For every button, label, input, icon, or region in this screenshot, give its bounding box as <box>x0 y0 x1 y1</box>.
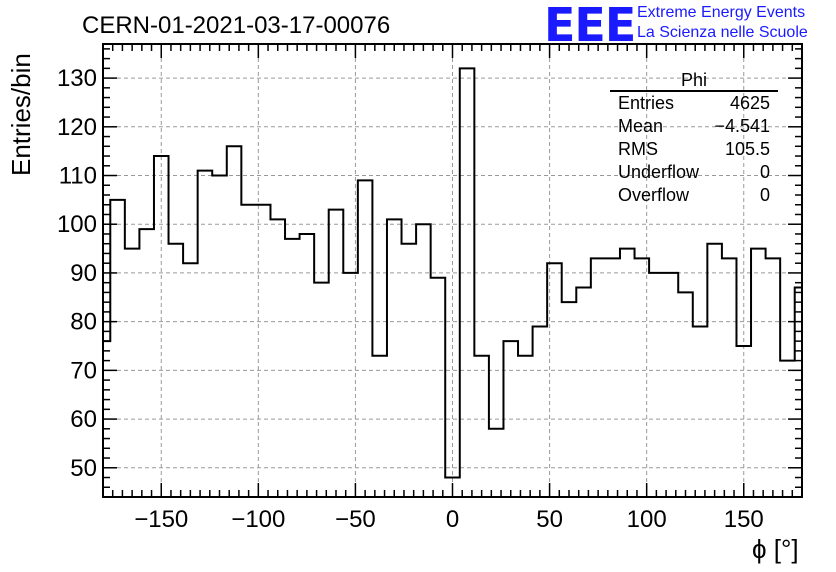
stats-title: Phi <box>610 70 778 92</box>
histogram-bin <box>227 146 242 497</box>
histogram-bin <box>722 258 737 497</box>
histogram-bin <box>212 176 227 497</box>
stats-row-mean: Mean −4.541 <box>610 115 778 138</box>
y-tick-label: 70 <box>70 357 97 384</box>
histogram-bin <box>125 249 140 497</box>
histogram-bin <box>169 244 184 497</box>
histogram-bin <box>445 478 460 497</box>
x-tick-label: 100 <box>627 506 667 533</box>
histogram-bin <box>678 292 693 497</box>
histogram-bin <box>649 273 664 497</box>
y-axis-label: Entries/bin <box>6 53 36 176</box>
histogram-bin <box>503 341 518 497</box>
x-tick-labels: −150 −100 −50 0 50 100 150 <box>134 506 764 533</box>
histogram-bin <box>300 234 315 497</box>
histogram-bin <box>489 429 504 497</box>
y-tick-label: 50 <box>70 455 97 482</box>
stats-value: 0 <box>759 185 770 205</box>
stats-label: Overflow <box>618 185 690 205</box>
histogram-bin <box>372 356 387 497</box>
histogram-bin <box>664 273 679 497</box>
stats-value: −4.541 <box>714 116 770 136</box>
stats-value: 4625 <box>729 93 770 113</box>
histogram-bin <box>402 244 417 497</box>
histogram-bin <box>766 258 781 497</box>
stats-value: 105.5 <box>724 139 770 159</box>
histogram-bin <box>620 249 635 497</box>
histogram-bin <box>241 205 256 497</box>
y-tick-label: 120 <box>57 114 97 141</box>
y-tick-label: 60 <box>70 406 97 433</box>
histogram-bin <box>736 346 751 497</box>
histogram-bin <box>285 239 300 497</box>
histogram-bin <box>780 361 795 497</box>
y-tick-labels: 50 60 70 80 90 100 110 120 130 <box>57 65 97 482</box>
histogram-bin <box>154 156 169 497</box>
histogram-bin <box>547 263 562 497</box>
histogram-bin <box>270 219 285 497</box>
histogram-bin <box>693 327 708 497</box>
histogram-bin <box>474 356 489 497</box>
y-tick-label: 110 <box>59 163 97 190</box>
histogram-bin <box>562 302 577 497</box>
grid-lines <box>103 44 802 497</box>
histogram-bin <box>183 263 198 497</box>
histogram-bin <box>314 283 329 497</box>
histogram-bin <box>431 278 446 497</box>
stats-row-overflow: Overflow 0 <box>610 184 778 207</box>
logo-subtitle-line1: Extreme Energy Events <box>637 4 806 21</box>
x-tick-label: 50 <box>536 506 563 533</box>
histogram-bin <box>256 205 271 497</box>
stats-value: 0 <box>759 162 770 182</box>
stats-box: Phi Entries 4625 Mean −4.541 RMS 105.5 U… <box>610 70 778 207</box>
histogram-bin <box>358 180 373 497</box>
y-tick-label: 90 <box>70 260 97 287</box>
histogram-outline <box>103 67 802 479</box>
y-tick-label: 80 <box>70 309 97 336</box>
histogram-bin <box>198 171 213 497</box>
run-title: CERN-01-2021-03-17-00076 <box>82 12 391 39</box>
stats-row-rms: RMS 105.5 <box>610 138 778 161</box>
stats-label: Mean <box>618 116 664 136</box>
x-tick-label: 0 <box>446 506 459 533</box>
histogram-bin <box>605 258 620 497</box>
eee-logo: EEE <box>544 2 636 48</box>
logo-subtitle-line2: La Scienza nelle Scuole <box>637 24 808 41</box>
histogram-bin <box>103 341 110 497</box>
histogram-bin <box>795 288 802 497</box>
x-tick-label: 150 <box>724 506 764 533</box>
stats-row-entries: Entries 4625 <box>610 92 778 115</box>
stats-label: Entries <box>618 93 675 113</box>
histogram-bin <box>707 244 722 497</box>
histogram-bin <box>110 200 125 497</box>
histogram-bin <box>518 356 533 497</box>
stats-label: RMS <box>618 139 658 159</box>
axis-ticks <box>103 44 802 497</box>
stats-label: Underflow <box>618 162 700 182</box>
histogram-bin <box>329 210 344 497</box>
y-tick-label: 130 <box>57 65 97 92</box>
y-tick-label: 100 <box>57 211 97 238</box>
histogram-bin <box>751 249 766 497</box>
x-tick-label: −50 <box>335 506 376 533</box>
x-axis-label: ϕ [°] <box>752 534 799 564</box>
logo-text: EEE <box>544 0 636 52</box>
histogram-bin <box>139 229 154 497</box>
histogram-bin <box>576 288 591 497</box>
histogram-bin <box>343 273 358 497</box>
histogram-bin <box>387 219 402 497</box>
histogram-bin <box>591 258 606 497</box>
x-tick-label: −100 <box>231 506 285 533</box>
histogram-bin <box>416 224 431 497</box>
histogram-bin <box>460 68 475 497</box>
x-tick-label: −150 <box>134 506 188 533</box>
histogram-bin <box>533 327 548 497</box>
stats-row-underflow: Underflow 0 <box>610 161 778 184</box>
histogram-bin <box>635 258 650 497</box>
